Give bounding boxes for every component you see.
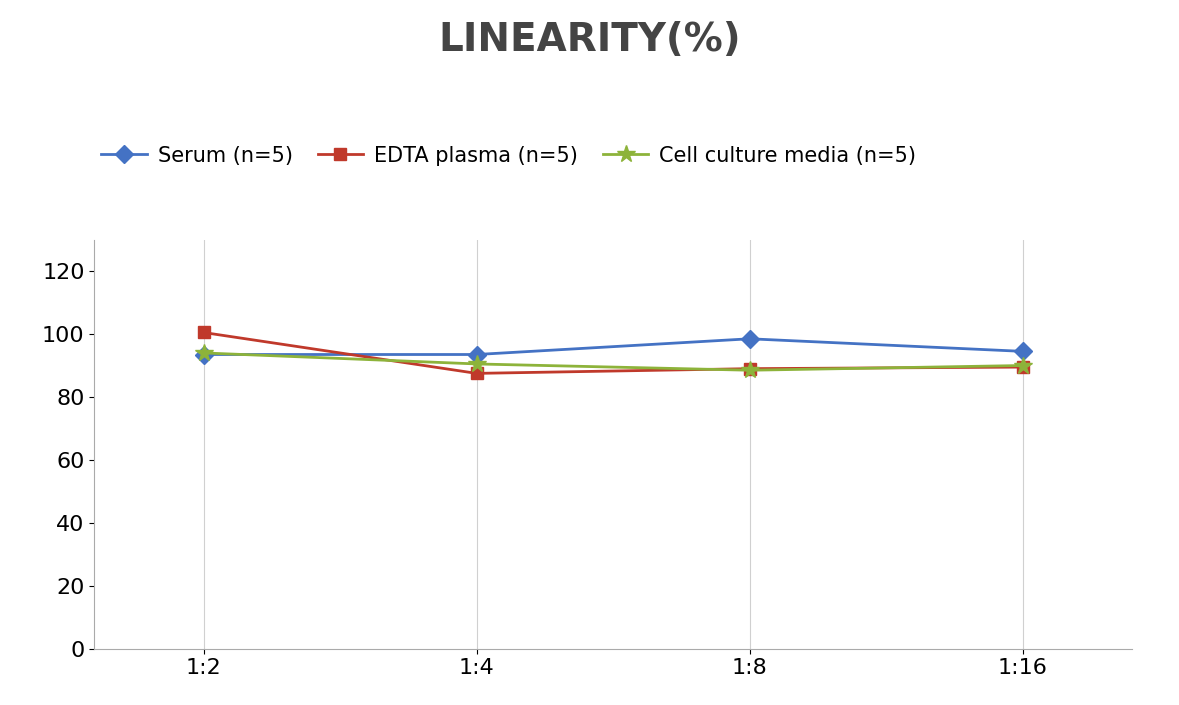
Line: Cell culture media (n=5): Cell culture media (n=5) (195, 344, 1032, 379)
EDTA plasma (n=5) (469, 369, 483, 378)
Text: LINEARITY(%): LINEARITY(%) (439, 21, 740, 59)
Serum (n=5) (469, 350, 483, 359)
EDTA plasma (n=5) (197, 329, 211, 337)
Line: Serum (n=5): Serum (n=5) (197, 333, 1029, 361)
Serum (n=5) (743, 335, 757, 343)
Legend: Serum (n=5), EDTA plasma (n=5), Cell culture media (n=5): Serum (n=5), EDTA plasma (n=5), Cell cul… (93, 137, 924, 174)
Line: EDTA plasma (n=5): EDTA plasma (n=5) (197, 326, 1029, 379)
Cell culture media (n=5) (743, 366, 757, 374)
Cell culture media (n=5) (197, 349, 211, 357)
Serum (n=5) (1015, 347, 1029, 355)
Cell culture media (n=5) (1015, 361, 1029, 369)
Serum (n=5) (197, 350, 211, 359)
Cell culture media (n=5) (469, 360, 483, 368)
EDTA plasma (n=5) (1015, 363, 1029, 372)
EDTA plasma (n=5) (743, 364, 757, 373)
